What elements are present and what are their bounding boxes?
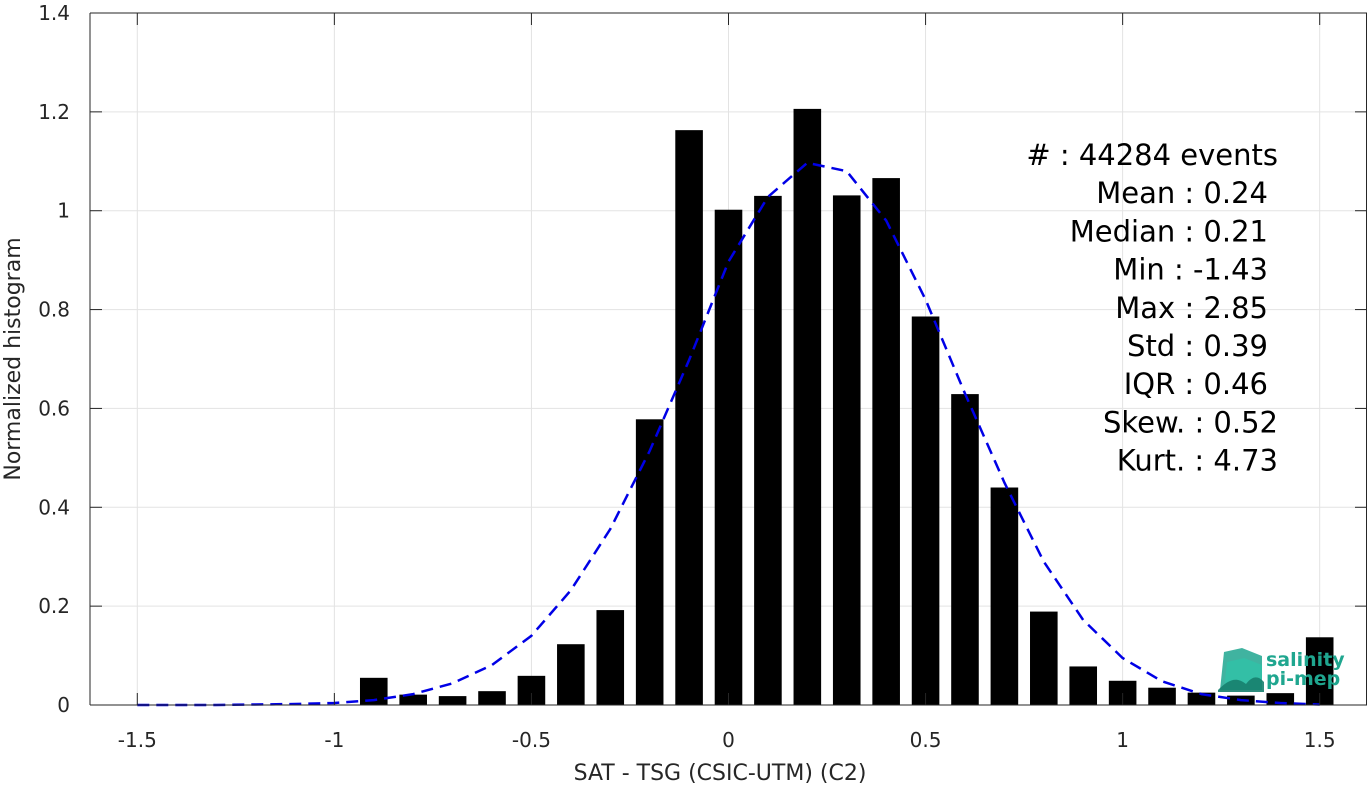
x-tick-label: -1.5	[118, 728, 157, 752]
histogram-bar	[872, 178, 900, 705]
x-tick-labels: -1.5 -1 -0.5 0 0.5 1 1.5	[118, 728, 1336, 752]
stat-line: Skew. : 0.52	[1103, 405, 1278, 439]
histogram-bar	[911, 316, 940, 705]
histogram-bar	[951, 394, 979, 705]
histogram-bar	[1148, 687, 1176, 705]
histogram-bar	[675, 130, 703, 705]
y-tick-label: 0	[57, 693, 70, 717]
salinity-pimep-logo: salinity pi-mep	[1218, 648, 1345, 692]
x-tick-label: -1	[324, 728, 344, 752]
y-tick-label: 1	[57, 199, 70, 223]
x-axis-label: SAT - TSG (CSIC-UTM) (C2)	[574, 761, 867, 785]
y-tick-label: 0.2	[38, 594, 70, 618]
y-tick-label: 0.4	[38, 495, 70, 519]
x-tick-label: 0.5	[910, 728, 942, 752]
histogram-bar	[990, 487, 1019, 705]
histogram-bar	[832, 195, 861, 706]
histogram-bar	[438, 696, 467, 705]
stat-line: Min : -1.43	[1113, 253, 1268, 287]
y-tick-label: 0.8	[38, 298, 70, 322]
y-tick-label: 0.6	[38, 396, 70, 420]
histogram-bar	[478, 691, 506, 705]
y-axis-label: Normalized histogram	[1, 237, 26, 480]
histogram-bar	[557, 644, 585, 705]
stat-line: # : 44284 events	[1026, 138, 1278, 172]
histogram-bar	[793, 108, 822, 706]
logo-mark-icon	[1218, 648, 1264, 692]
histogram-bar	[1266, 693, 1295, 705]
stat-line: Median : 0.21	[1070, 214, 1268, 248]
histogram-bar	[1030, 611, 1058, 705]
histogram-bar	[596, 610, 625, 705]
x-tick-label: 0	[722, 728, 735, 752]
logo-text-line1: salinity	[1266, 649, 1345, 671]
y-tick-label: 1.4	[38, 1, 70, 25]
axes-frame	[89, 12, 1367, 706]
stat-line: Kurt. : 4.73	[1117, 444, 1278, 478]
stat-line: IQR : 0.46	[1124, 367, 1268, 401]
histogram-bar	[754, 195, 782, 705]
stat-line: Std : 0.39	[1127, 329, 1268, 363]
stat-line: Mean : 0.24	[1096, 176, 1268, 210]
y-tick-labels: 0 0.2 0.4 0.6 0.8 1 1.2 1.4	[38, 1, 70, 717]
histogram-bar	[399, 694, 427, 705]
histogram-bar	[635, 419, 664, 705]
stat-line: Max : 2.85	[1115, 291, 1268, 325]
y-tick-label: 1.2	[38, 100, 70, 124]
histogram-bar	[1069, 666, 1098, 705]
x-tick-label: 1	[1116, 728, 1129, 752]
logo-text-line2: pi-mep	[1266, 668, 1340, 690]
histogram-bar	[714, 209, 743, 705]
x-tick-label: 1.5	[1304, 728, 1336, 752]
x-tick-label: -0.5	[512, 728, 551, 752]
statistics-annotation: # : 44284 events Mean : 0.24 Median : 0.21…	[1026, 138, 1278, 478]
